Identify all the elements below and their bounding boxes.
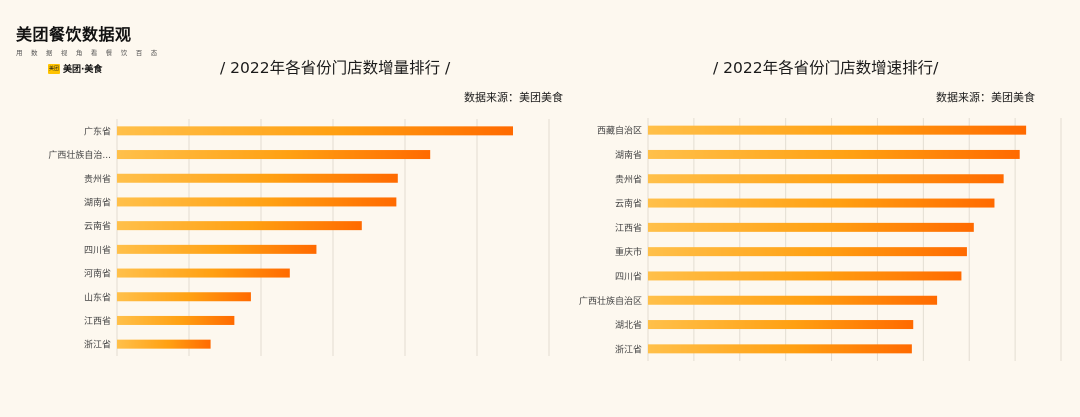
bar (648, 174, 1004, 184)
chart-title-growth: / 2022年各省份门店数增速排行/ (713, 59, 939, 77)
bar (117, 150, 431, 160)
brand-title: 美团餐饮数据观 (16, 25, 132, 44)
category-label: 河南省 (84, 268, 111, 280)
bar (648, 198, 995, 208)
bar (117, 315, 235, 325)
brand-logo: 美团 美团·美食 (48, 62, 136, 75)
bar (117, 221, 362, 231)
category-label: 云南省 (615, 198, 642, 210)
category-label: 云南省 (84, 220, 111, 232)
brand-subtitle: 用 数 据 视 角 看 餐 饮 百 态 (16, 49, 161, 57)
bar (648, 271, 962, 281)
category-label: 四川省 (615, 270, 642, 282)
bar (117, 173, 398, 183)
bar (648, 222, 974, 232)
chart-title-increment: / 2022年各省份门店数增量排行 / (220, 59, 451, 77)
bar (648, 344, 912, 354)
bar (117, 339, 211, 349)
category-label: 浙江省 (84, 339, 111, 351)
category-label: 江西省 (84, 315, 111, 327)
category-label: 广东省 (84, 125, 111, 137)
bar (117, 244, 317, 254)
category-label: 湖北省 (615, 319, 642, 331)
category-label: 贵州省 (84, 173, 111, 185)
category-label: 浙江省 (615, 343, 642, 355)
category-label: 四川省 (84, 244, 111, 256)
chart-source-growth: 数据来源：美团美食 (936, 91, 1035, 104)
brand-block: 美团餐饮数据观 用 数 据 视 角 看 餐 饮 百 态 美团 美团·美食 (16, 25, 161, 76)
bar (117, 126, 513, 136)
category-label: 广西壮族自治... (48, 149, 111, 161)
bar (648, 295, 938, 305)
category-label: 重庆市 (615, 246, 642, 258)
chart-source-increment: 数据来源：美团美食 (464, 91, 563, 104)
bar (117, 292, 251, 302)
bar (648, 247, 967, 257)
category-label: 贵州省 (615, 173, 642, 185)
meituan-logo-icon: 美团 (48, 63, 60, 74)
brand-logo-name: 美团·美食 (63, 65, 103, 75)
category-label: 山东省 (84, 291, 111, 303)
category-label: 西藏自治区 (597, 125, 642, 137)
category-label: 湖南省 (84, 196, 111, 208)
category-label: 湖南省 (615, 149, 642, 161)
bar (648, 125, 1027, 135)
bar (117, 268, 290, 278)
bar (648, 320, 914, 330)
category-label: 江西省 (615, 222, 642, 234)
bar (117, 197, 397, 207)
category-label: 广西壮族自治区 (579, 295, 642, 307)
bar (648, 149, 1020, 159)
